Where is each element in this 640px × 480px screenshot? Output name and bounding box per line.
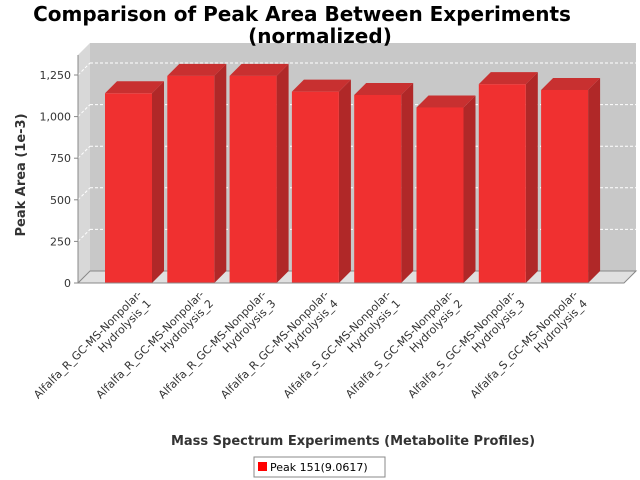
bar-side [463,95,476,283]
axes [77,55,624,284]
gridline-diagonal [77,145,91,159]
y-tick-labels: 0 250 500 750 1,000 1,250 [40,69,78,290]
x-tick-label: Alfalfa_S_GC-MS-Nonpolar-Hydrolysis_4 [468,288,590,401]
bar-front [416,107,464,283]
gridline-diagonal [77,104,91,117]
x-tick-label-line: Alfalfa_R_GC-MS-Nonpolar- [31,288,144,401]
bar [291,79,351,283]
legend-label: Peak 151(9.0617) [270,461,368,474]
bar-top [105,81,164,94]
chart-title-line1: Comparison of Peak Area Between Experime… [33,2,571,26]
bar-front [541,89,589,283]
bar-top [354,82,414,95]
bar-front [229,75,277,283]
y-tick-label: 750 [50,152,71,165]
bar [105,81,164,283]
legend-swatch [258,462,267,471]
bar-front [354,94,402,283]
bar-front [167,75,215,283]
bar-front [478,84,526,283]
bar [167,63,227,283]
x-tick-labels: Alfalfa_R_GC-MS-Nonpolar-Hydrolysis_1Alf… [31,288,590,401]
bar-top [167,63,227,76]
x-axis-label: Mass Spectrum Experiments (Metabolite Pr… [171,434,535,449]
gridline-diagonal [77,187,91,201]
plot-side-wall [78,43,90,283]
bar [354,82,414,283]
bar-side [401,82,414,283]
chart-title-line2: (normalized) [248,24,392,48]
bar-side [152,81,164,283]
y-axis-label: Peak Area (1e-3) [14,113,29,236]
bar-side [338,79,351,283]
bar [229,63,289,283]
y-tick-label: 0 [64,277,71,290]
y-tick-label: 1,250 [40,69,72,82]
bar-front [291,91,339,283]
bar [478,72,538,283]
bar-side [525,72,538,283]
y-tick-label: 1,000 [40,111,72,124]
y-tick-label: 250 [50,235,71,248]
bar-side [588,77,601,283]
legend: Peak 151(9.0617) [253,456,386,478]
gridline-diagonal [77,62,91,76]
bar-top [416,95,476,108]
legend-box [253,456,386,478]
bar-top [478,72,538,85]
bar [416,95,476,283]
bars [105,63,601,283]
gridline-diagonal [77,229,91,242]
bar-top [541,77,601,90]
y-tick-label: 500 [50,194,71,207]
bar [541,77,601,283]
bar-side [214,63,227,283]
bar-top [229,63,289,76]
bar-top [291,79,351,92]
bar-front [105,93,152,283]
bar-side [276,63,289,283]
